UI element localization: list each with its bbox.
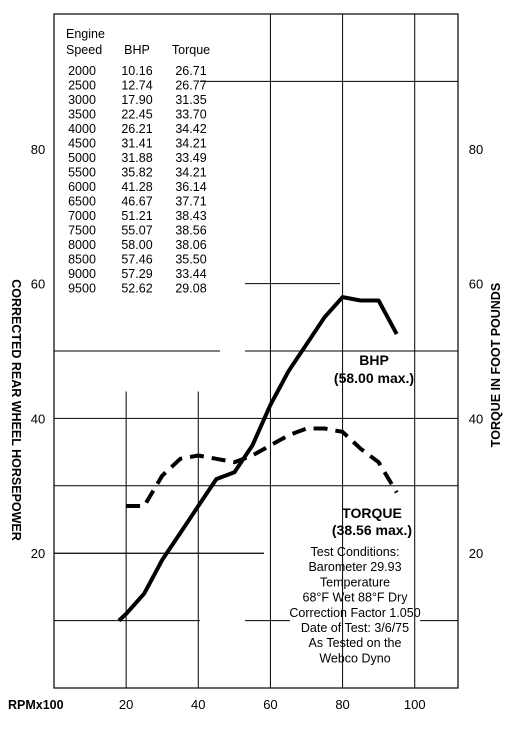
plot-frame: [53, 13, 459, 689]
table-cell: 52.62: [121, 282, 152, 296]
table-cell: 55.07: [121, 224, 152, 238]
x-tick-label: 40: [191, 697, 205, 712]
table-header-speed: Speed: [66, 43, 102, 57]
table-cell: 51.21: [121, 209, 152, 223]
y-tick-label-left: 80: [31, 142, 45, 157]
test-condition-line: Date of Test: 3/6/75: [301, 621, 409, 635]
torque-max-label: (38.56 max.): [332, 522, 412, 538]
table-cell: 37.71: [175, 195, 206, 209]
x-tick-label: 60: [263, 697, 277, 712]
table-cell: 7500: [68, 224, 96, 238]
table-cell: 26.21: [121, 122, 152, 136]
bhp-annotation: BHP (58.00 max.): [334, 352, 414, 386]
table-cell: 9500: [68, 282, 96, 296]
bhp-series-line: [117, 295, 399, 623]
table-cell: 6500: [68, 195, 96, 209]
table-cell: 33.70: [175, 108, 206, 122]
torque-label: TORQUE: [342, 505, 402, 521]
table-header-torque: Torque: [172, 43, 210, 57]
table-cell: 38.56: [175, 224, 206, 238]
torque-annotation: TORQUE (38.56 max.): [332, 505, 412, 538]
table-cell: 38.43: [175, 209, 206, 223]
table-cell: 3000: [68, 93, 96, 107]
table-cell: 7000: [68, 209, 96, 223]
table-cell: 57.29: [121, 267, 152, 281]
table-cell: 12.74: [121, 79, 152, 93]
table-cell: 9000: [68, 267, 96, 281]
test-condition-line: Test Conditions:: [311, 545, 400, 559]
table-cell: 22.45: [121, 108, 152, 122]
table-cell: 38.06: [175, 238, 206, 252]
bhp-label: BHP: [359, 352, 389, 368]
table-cell: 17.90: [121, 93, 152, 107]
table-cell: 36.14: [175, 180, 206, 194]
table-cell: 6000: [68, 180, 96, 194]
table-cell: 5500: [68, 166, 96, 180]
table-cell: 33.49: [175, 151, 206, 165]
grid-layer: [54, 14, 458, 688]
table-cell: 4500: [68, 137, 96, 151]
table-cell: 31.41: [121, 137, 152, 151]
y-tick-label-right: 20: [469, 546, 483, 561]
y-tick-label-left: 20: [31, 546, 45, 561]
x-tick-label: 100: [404, 697, 426, 712]
plot-border: [53, 13, 459, 689]
table-cell: 34.21: [175, 137, 206, 151]
series-layer: [117, 295, 399, 623]
test-condition-line: Temperature: [320, 575, 390, 589]
table-cell: 33.44: [175, 267, 206, 281]
table-cell: 31.88: [121, 151, 152, 165]
test-condition-line: 68°F Wet 88°F Dry: [303, 591, 409, 605]
table-cell: 31.35: [175, 93, 206, 107]
table-cell: 5000: [68, 151, 96, 165]
table-cell: 34.42: [175, 122, 206, 136]
x-tick-label: 80: [335, 697, 349, 712]
right-axis-label: TORQUE IN FOOT POUNDS: [489, 283, 503, 447]
y-tick-label-left: 40: [31, 411, 45, 426]
y-tick-label-right: 80: [469, 142, 483, 157]
test-condition-line: Webco Dyno: [319, 651, 390, 665]
x-tick-label: 20: [119, 697, 133, 712]
y-tick-label-left: 60: [31, 277, 45, 292]
left-axis-label: CORRECTED REAR WHEEL HORSEPOWER: [9, 279, 23, 541]
torque-series-line: [126, 426, 399, 508]
table-cell: 2500: [68, 79, 96, 93]
test-condition-line: Barometer 29.93: [308, 560, 401, 574]
table-cell: 3500: [68, 108, 96, 122]
table-cell: 46.67: [121, 195, 152, 209]
table-header-bhp: BHP: [124, 43, 150, 57]
table-cell: 26.71: [175, 64, 206, 78]
table-cell: 26.77: [175, 79, 206, 93]
y-tick-label-right: 40: [469, 411, 483, 426]
table-header-engine: Engine: [66, 27, 105, 41]
table-cell: 10.16: [121, 64, 152, 78]
test-condition-line: Correction Factor 1.050: [289, 606, 420, 620]
table-cell: 4000: [68, 122, 96, 136]
table-cell: 2000: [68, 64, 96, 78]
table-cell: 57.46: [121, 253, 152, 267]
table-cell: 35.50: [175, 253, 206, 267]
table-cell: 34.21: [175, 166, 206, 180]
text-layer: 20 40 60 80 100 20 40 60 80 20 40 60 80 Engine Speed BH…: [31, 27, 483, 712]
x-axis-label: RPMx100: [8, 698, 64, 712]
table-cell: 8500: [68, 253, 96, 267]
table-cell: 8000: [68, 238, 96, 252]
table-cell: 58.00: [121, 238, 152, 252]
table-cell: 29.08: [175, 282, 206, 296]
bhp-max-label: (58.00 max.): [334, 370, 414, 386]
test-condition-line: As Tested on the: [309, 636, 402, 650]
y-tick-label-right: 60: [469, 277, 483, 292]
table-cell: 35.82: [121, 166, 152, 180]
table-cell: 41.28: [121, 180, 152, 194]
